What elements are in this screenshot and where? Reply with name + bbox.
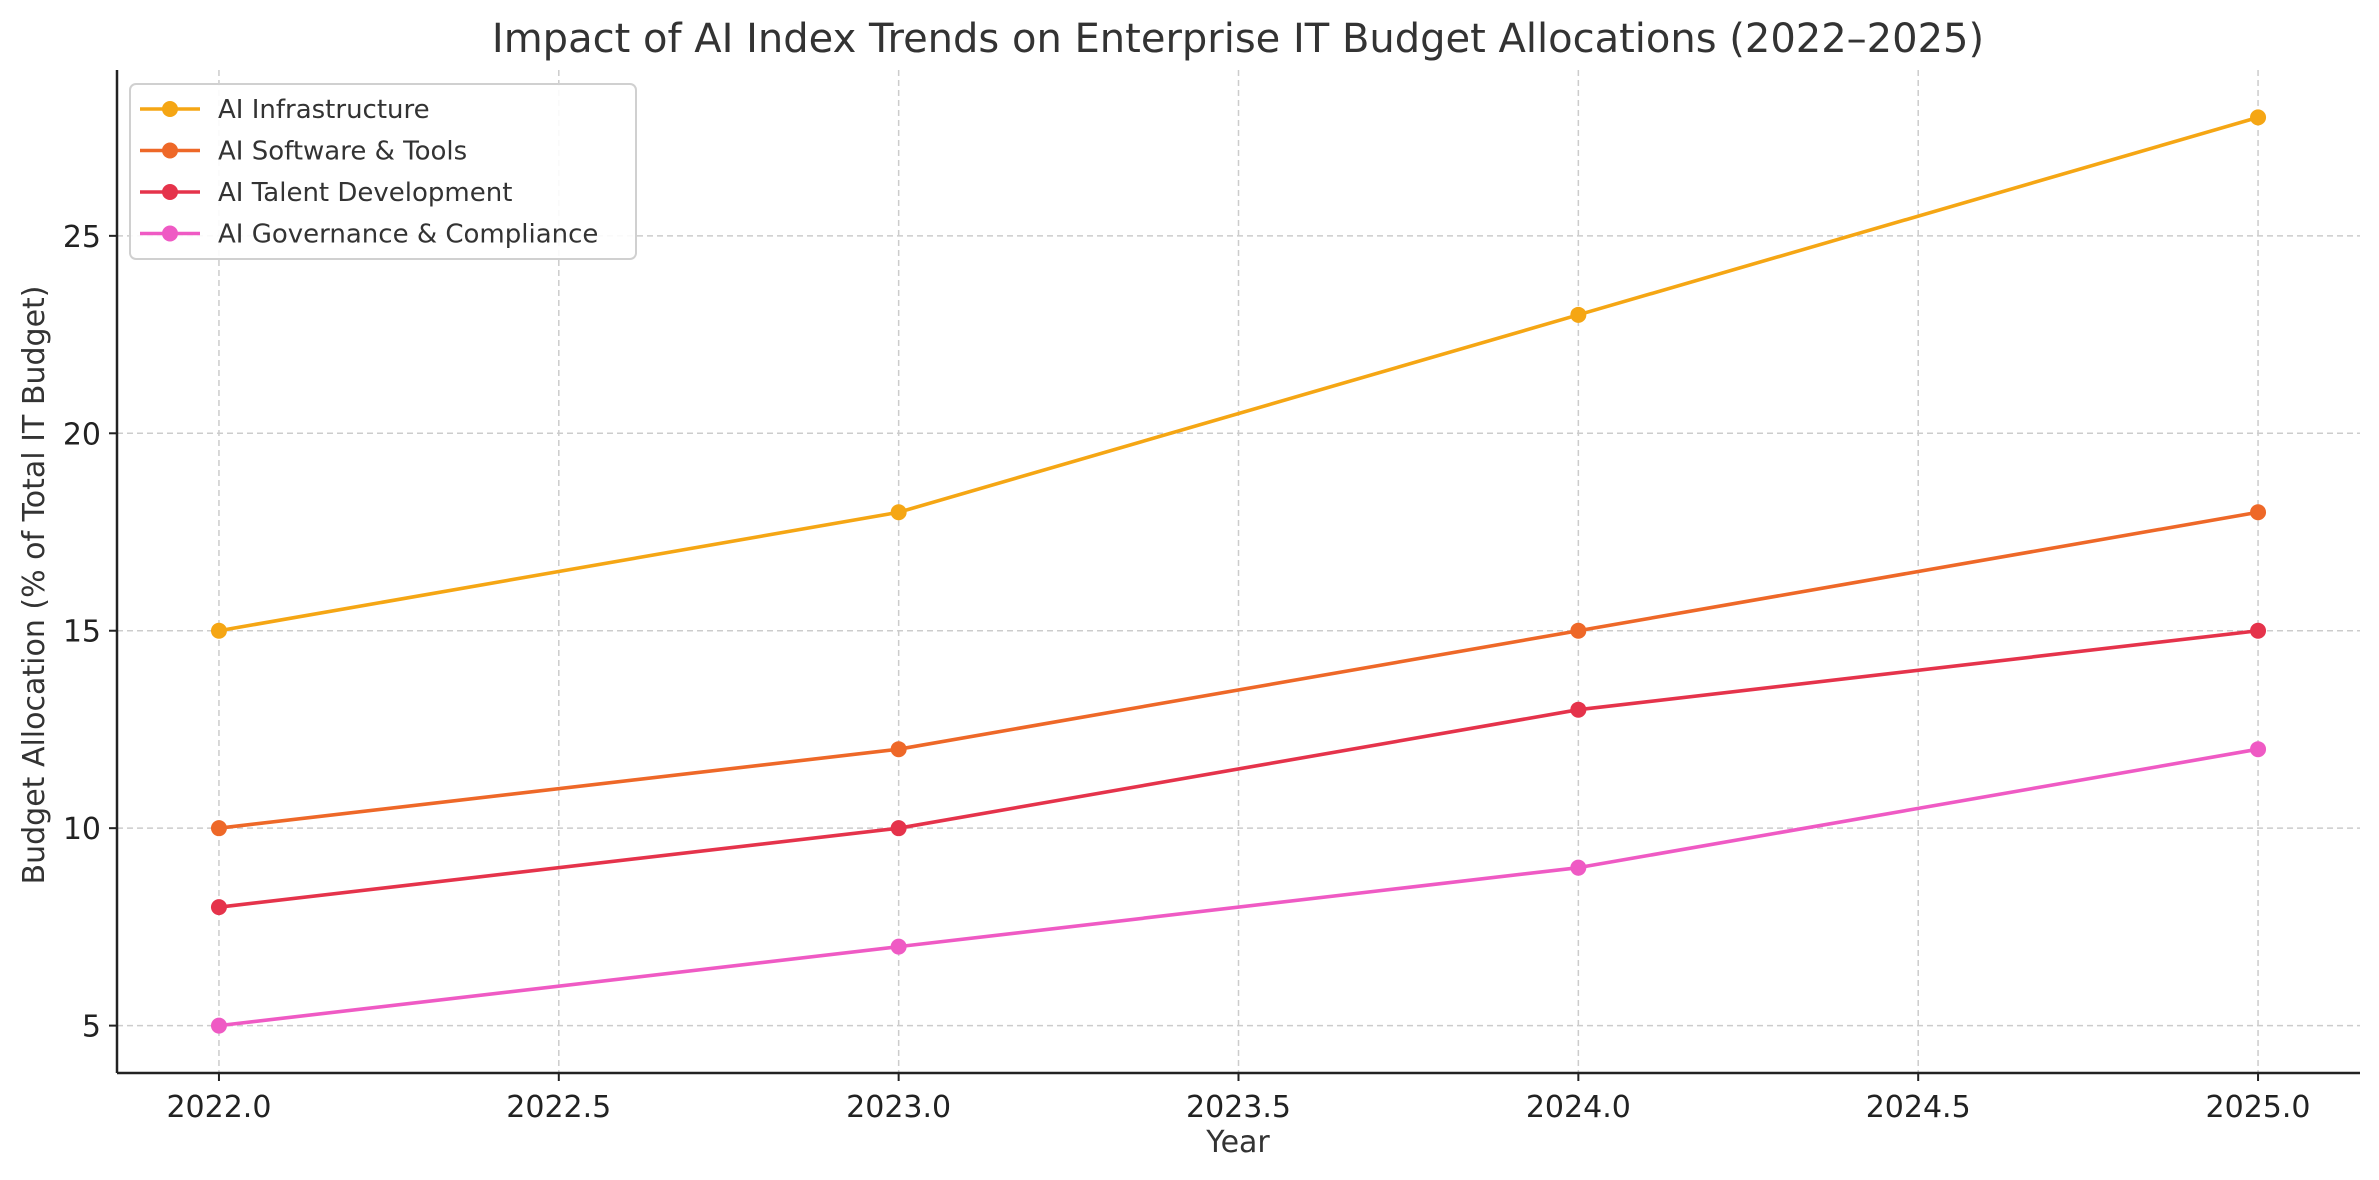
data-point [890, 741, 907, 758]
data-point [210, 622, 227, 639]
legend-marker [162, 101, 178, 117]
legend-item: AI Governance & Compliance [140, 220, 598, 250]
series-2 [210, 622, 2267, 916]
y-tick-label: 5 [82, 1010, 101, 1045]
x-tick-label: 2025.0 [2206, 1090, 2311, 1125]
series-line [217, 747, 2260, 1028]
legend-item: AI Software & Tools [140, 137, 467, 167]
data-point [890, 504, 907, 521]
x-tick-label: 2023.0 [846, 1090, 951, 1125]
series-line [217, 628, 2260, 909]
y-tick-label: 10 [63, 812, 101, 847]
legend-label: AI Talent Development [218, 178, 512, 208]
ticks: 2022.0 2022.5 2023.0 2023.5 2024.0 2024.5 2025… [63, 220, 2311, 1125]
grid [117, 70, 2360, 1073]
data-point [2250, 109, 2267, 126]
data-point [2250, 504, 2267, 521]
x-axis-label: Year [1205, 1125, 1270, 1160]
x-tick-label: 2023.5 [1186, 1090, 1291, 1125]
legend-label: AI Infrastructure [218, 95, 430, 125]
data-point [2250, 622, 2267, 639]
legend-marker [162, 184, 178, 200]
legend-label: AI Governance & Compliance [218, 220, 598, 250]
series-0 [210, 109, 2267, 639]
data-point [1570, 622, 1587, 639]
y-axis-label: Budget Allocation (% of Total IT Budget) [17, 286, 52, 885]
legend-marker [162, 225, 178, 242]
data-point [890, 938, 907, 955]
legend-box [129, 83, 637, 260]
legend-item: AI Talent Development [140, 178, 512, 208]
series-layer [210, 109, 2267, 1034]
y-tick-label: 25 [63, 220, 101, 255]
series-line [217, 510, 2260, 830]
legend-item: AI Infrastructure [140, 95, 430, 125]
data-point [210, 899, 227, 916]
data-point [890, 820, 907, 837]
x-tick-label: 2022.0 [166, 1090, 271, 1125]
data-point [1570, 701, 1587, 718]
legend: AI Infrastructure AI Software & Tools AI T… [129, 83, 637, 260]
x-tick-label: 2022.5 [506, 1090, 611, 1125]
data-point [1570, 306, 1587, 323]
y-tick-label: 15 [63, 615, 101, 650]
x-tick-label: 2024.5 [1866, 1090, 1971, 1125]
x-tick-label: 2024.0 [1526, 1090, 1631, 1125]
y-tick-label: 20 [63, 417, 101, 452]
series-1 [210, 504, 2267, 837]
legend-marker [162, 142, 178, 159]
series-line [217, 115, 2260, 633]
legend-label: AI Software & Tools [218, 137, 467, 167]
data-point [2250, 741, 2267, 758]
data-point [210, 1017, 227, 1034]
data-point [1570, 859, 1587, 876]
series-3 [210, 741, 2267, 1034]
data-point [210, 820, 227, 837]
chart-title: Impact of AI Index Trends on Enterprise … [492, 16, 1984, 62]
